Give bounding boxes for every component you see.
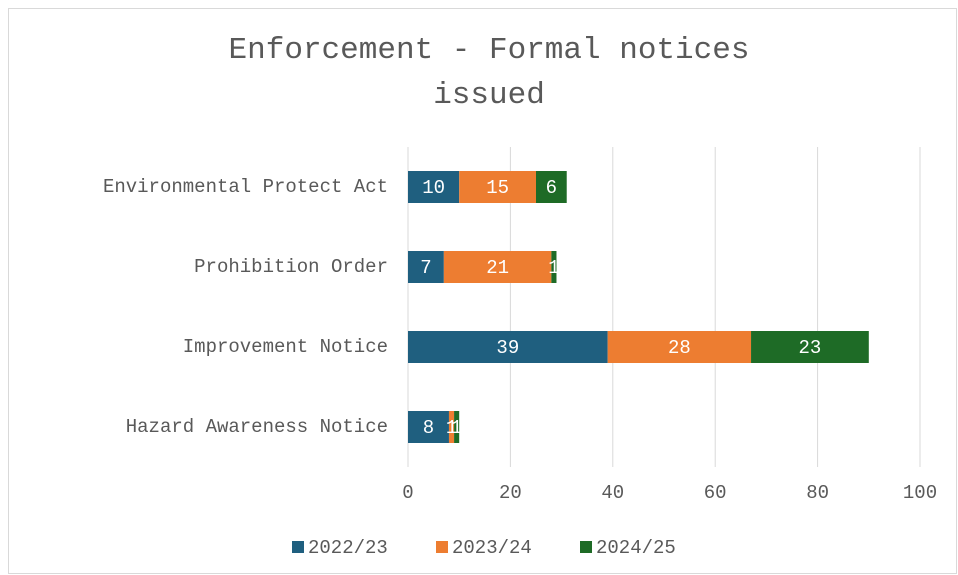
legend-swatch xyxy=(580,541,592,553)
data-label: 6 xyxy=(546,177,557,199)
y-tick-label: Improvement Notice xyxy=(183,336,388,358)
y-tick-label: Hazard Awareness Notice xyxy=(126,416,388,438)
bar-segment xyxy=(443,251,552,283)
legend-label: 2023/24 xyxy=(452,537,532,559)
x-tick-label: 100 xyxy=(903,482,937,504)
legend-label: 2022/23 xyxy=(308,537,388,559)
x-tick-label: 80 xyxy=(806,482,829,504)
legend-swatch xyxy=(292,541,304,553)
data-label: 8 xyxy=(423,417,434,439)
data-label: 7 xyxy=(420,257,431,279)
y-tick-label: Environmental Protect Act xyxy=(103,176,388,198)
data-label: 28 xyxy=(668,337,691,359)
data-label: 1 xyxy=(451,417,462,439)
x-tick-label: 20 xyxy=(499,482,522,504)
data-label: 10 xyxy=(422,177,445,199)
chart-title: Enforcement - Formal notices issued xyxy=(228,33,750,113)
bar-segment xyxy=(751,331,869,363)
x-tick-label: 60 xyxy=(704,482,727,504)
data-label: 1 xyxy=(548,257,559,279)
x-tick-label: 0 xyxy=(402,482,413,504)
bar-segment xyxy=(536,171,567,203)
legend-label: 2024/25 xyxy=(596,537,676,559)
bar-segment xyxy=(454,411,460,443)
bar-segment xyxy=(551,251,557,283)
bar-segment xyxy=(448,411,455,443)
data-label: 1 xyxy=(446,417,457,439)
legend-swatch xyxy=(436,541,448,553)
x-tick-label: 40 xyxy=(601,482,624,504)
bar-segment xyxy=(408,171,460,203)
bar-segment xyxy=(408,251,444,283)
chart-border xyxy=(8,8,957,574)
bar-segment xyxy=(459,171,536,203)
bar-segment xyxy=(408,331,608,363)
bar-segment xyxy=(607,331,752,363)
data-label: 39 xyxy=(496,337,519,359)
data-label: 23 xyxy=(799,337,822,359)
y-tick-label: Prohibition Order xyxy=(194,256,388,278)
data-label: 21 xyxy=(486,257,509,279)
data-label: 15 xyxy=(486,177,509,199)
bar-segment xyxy=(408,411,449,443)
